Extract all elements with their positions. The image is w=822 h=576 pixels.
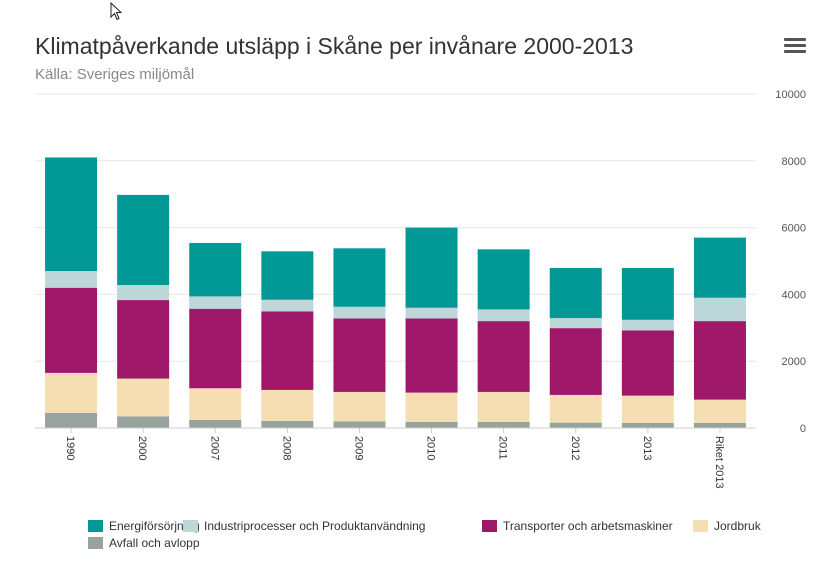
bar-segment[interactable] [333,318,386,392]
legend-item[interactable]: Energiförsörjning [88,519,200,533]
x-tick-label: 2008 [280,436,292,460]
x-tick-label: 2009 [352,436,364,460]
x-tick-label: 2007 [208,436,220,460]
legend-label: Jordbruk [714,519,761,533]
bar-segment[interactable] [45,372,98,413]
legend-label: Transporter och arbetsmaskiner [503,519,673,533]
bar-segment[interactable] [261,389,314,421]
bar-segment[interactable] [621,330,674,396]
x-tick-label: 1990 [64,436,76,460]
bar-segment[interactable] [261,251,314,300]
chart-title: Klimatpåverkande utsläpp i Skåne per inv… [35,33,634,59]
bar-segment[interactable] [117,300,170,379]
bar-segment[interactable] [477,249,530,310]
bar-segment[interactable] [333,391,386,422]
bar-segment[interactable] [261,311,314,390]
bar-segment[interactable] [549,328,602,395]
hamburger-menu-icon[interactable] [784,38,806,56]
x-tick-label: 2010 [425,436,437,460]
legend-swatch [88,537,103,549]
bar-segment[interactable] [621,422,674,428]
bar-segment[interactable] [405,307,458,319]
y-tick-label: 10000 [775,89,806,101]
bar-segment[interactable] [189,388,242,420]
bar-segment[interactable] [693,422,746,428]
legend-swatch [693,520,708,532]
bar-segment[interactable] [45,412,98,428]
bar-segment[interactable] [117,416,170,428]
x-tick-label: 2013 [641,436,653,460]
legend-label: Industriprocesser och Produktanvändning [204,519,426,533]
bar-segment[interactable] [693,237,746,298]
legend-swatch [482,520,497,532]
bar-segment[interactable] [549,268,602,319]
bar-segment[interactable] [477,421,530,428]
y-tick-label: 8000 [782,156,806,168]
x-tick-label: 2012 [569,436,581,460]
legend-item[interactable]: Avfall och avlopp [88,536,200,550]
bar-segment[interactable] [261,420,314,428]
bar-segment[interactable] [333,248,386,307]
bar-segment[interactable] [477,309,530,322]
bar-segment[interactable] [45,287,98,373]
bar-segment[interactable] [477,391,530,422]
bar-segment[interactable] [621,268,674,320]
legend-label: Avfall och avlopp [109,536,200,550]
bar-segment[interactable] [693,297,746,322]
bar-segment[interactable] [549,318,602,329]
bar-segment[interactable] [117,194,170,286]
legend-swatch [88,520,103,532]
bar-segment[interactable] [189,419,242,428]
x-tick-label: 2011 [497,436,509,460]
bar-segment[interactable] [549,422,602,428]
bar-segment[interactable] [333,421,386,428]
bar-segment[interactable] [189,308,242,389]
bar-segment[interactable] [189,242,242,297]
legend-item[interactable]: Industriprocesser och Produktanvändning [183,519,425,533]
bar-segment[interactable] [405,392,458,422]
x-tick-label: 2000 [136,436,148,460]
bar-segment[interactable] [117,378,170,417]
bar-segment[interactable] [477,321,530,392]
bar-segment[interactable] [549,394,602,423]
bar-segment[interactable] [405,227,458,308]
chart-subtitle: Källa: Sveriges miljömål [35,66,195,83]
legend-label: Energiförsörjning [109,519,200,533]
bar-segment[interactable] [45,157,98,272]
bar-segment[interactable] [405,421,458,428]
legend-item[interactable]: Jordbruk [693,519,761,533]
bar-segment[interactable] [621,395,674,423]
mouse-cursor-icon [110,2,123,21]
bar-segment[interactable] [693,321,746,400]
y-tick-label: 4000 [782,289,806,301]
bar-segment[interactable] [621,319,674,331]
y-tick-label: 2000 [782,356,806,368]
legend-swatch [183,520,198,532]
legend-item[interactable]: Transporter och arbetsmaskiner [482,519,673,533]
bar-segment[interactable] [189,296,242,309]
y-tick-label: 6000 [782,223,806,235]
bar-segment[interactable] [45,271,98,288]
bar-segment[interactable] [693,399,746,423]
bar-segment[interactable] [261,299,314,312]
bar-segment[interactable] [333,306,386,319]
x-tick-label: Riket 2013 [713,436,725,489]
bar-segment[interactable] [405,318,458,393]
bar-segment[interactable] [117,285,170,301]
y-tick-label: 0 [800,423,806,435]
